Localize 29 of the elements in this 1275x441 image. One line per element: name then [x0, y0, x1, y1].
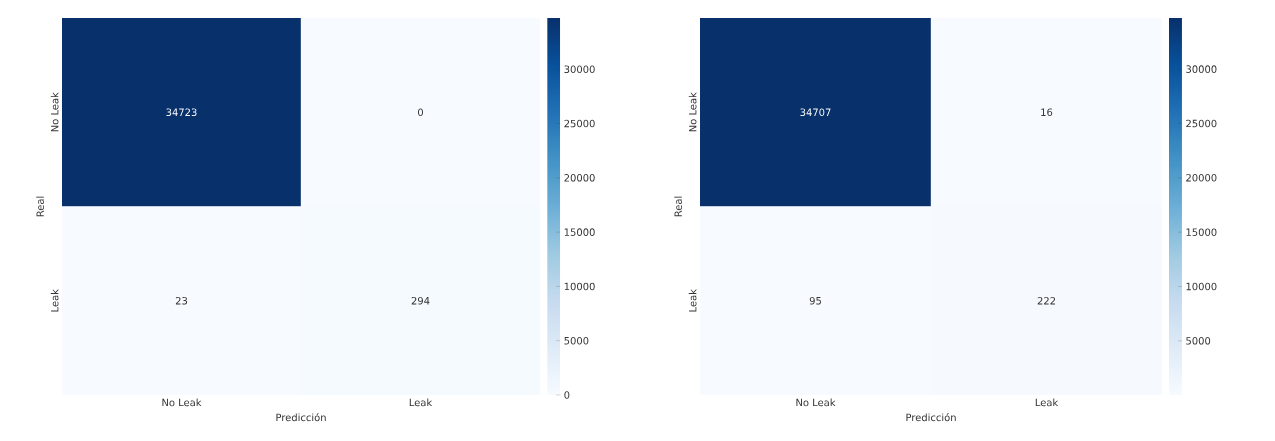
x-tick-label: Leak	[409, 398, 433, 407]
color-bar-label: 20000	[564, 174, 595, 182]
color-bar-label: 30000	[1186, 65, 1217, 73]
color-bar-label: 5000	[1186, 337, 1211, 345]
x-tick-label: No Leak	[162, 398, 202, 407]
color-bar-label: 10000	[1186, 282, 1217, 291]
color-bar-label: 30000	[564, 65, 595, 74]
data-label: 222	[1037, 297, 1056, 305]
data-label: 23	[175, 296, 188, 305]
color-bar-label: 15000	[564, 228, 595, 236]
data-label: 95	[809, 296, 821, 305]
x-axis-title: Predicción	[276, 413, 326, 422]
x-axis-title: Predicción	[906, 413, 956, 422]
x-tick-label: No Leak	[796, 398, 836, 407]
y-axis-title: Real	[36, 196, 44, 217]
data-label: 16	[1041, 108, 1053, 117]
color-bar-label: 0	[564, 391, 570, 399]
color-bar-label: 25000	[564, 119, 595, 128]
color-bar-label: 10000	[564, 282, 595, 291]
color-bar-label: 20000	[1186, 174, 1217, 182]
data-label: 34707	[800, 108, 831, 117]
color-bar-label: 5000	[564, 336, 589, 345]
data-label: 294	[411, 296, 430, 305]
y-axis-title: Real	[674, 196, 682, 217]
color-bar-label: 25000	[1186, 119, 1217, 128]
data-label: 0	[417, 108, 424, 117]
color-bar-label: 15000	[1186, 228, 1217, 236]
x-tick-label: Leak	[1035, 398, 1059, 407]
data-label: 34723	[166, 108, 197, 117]
